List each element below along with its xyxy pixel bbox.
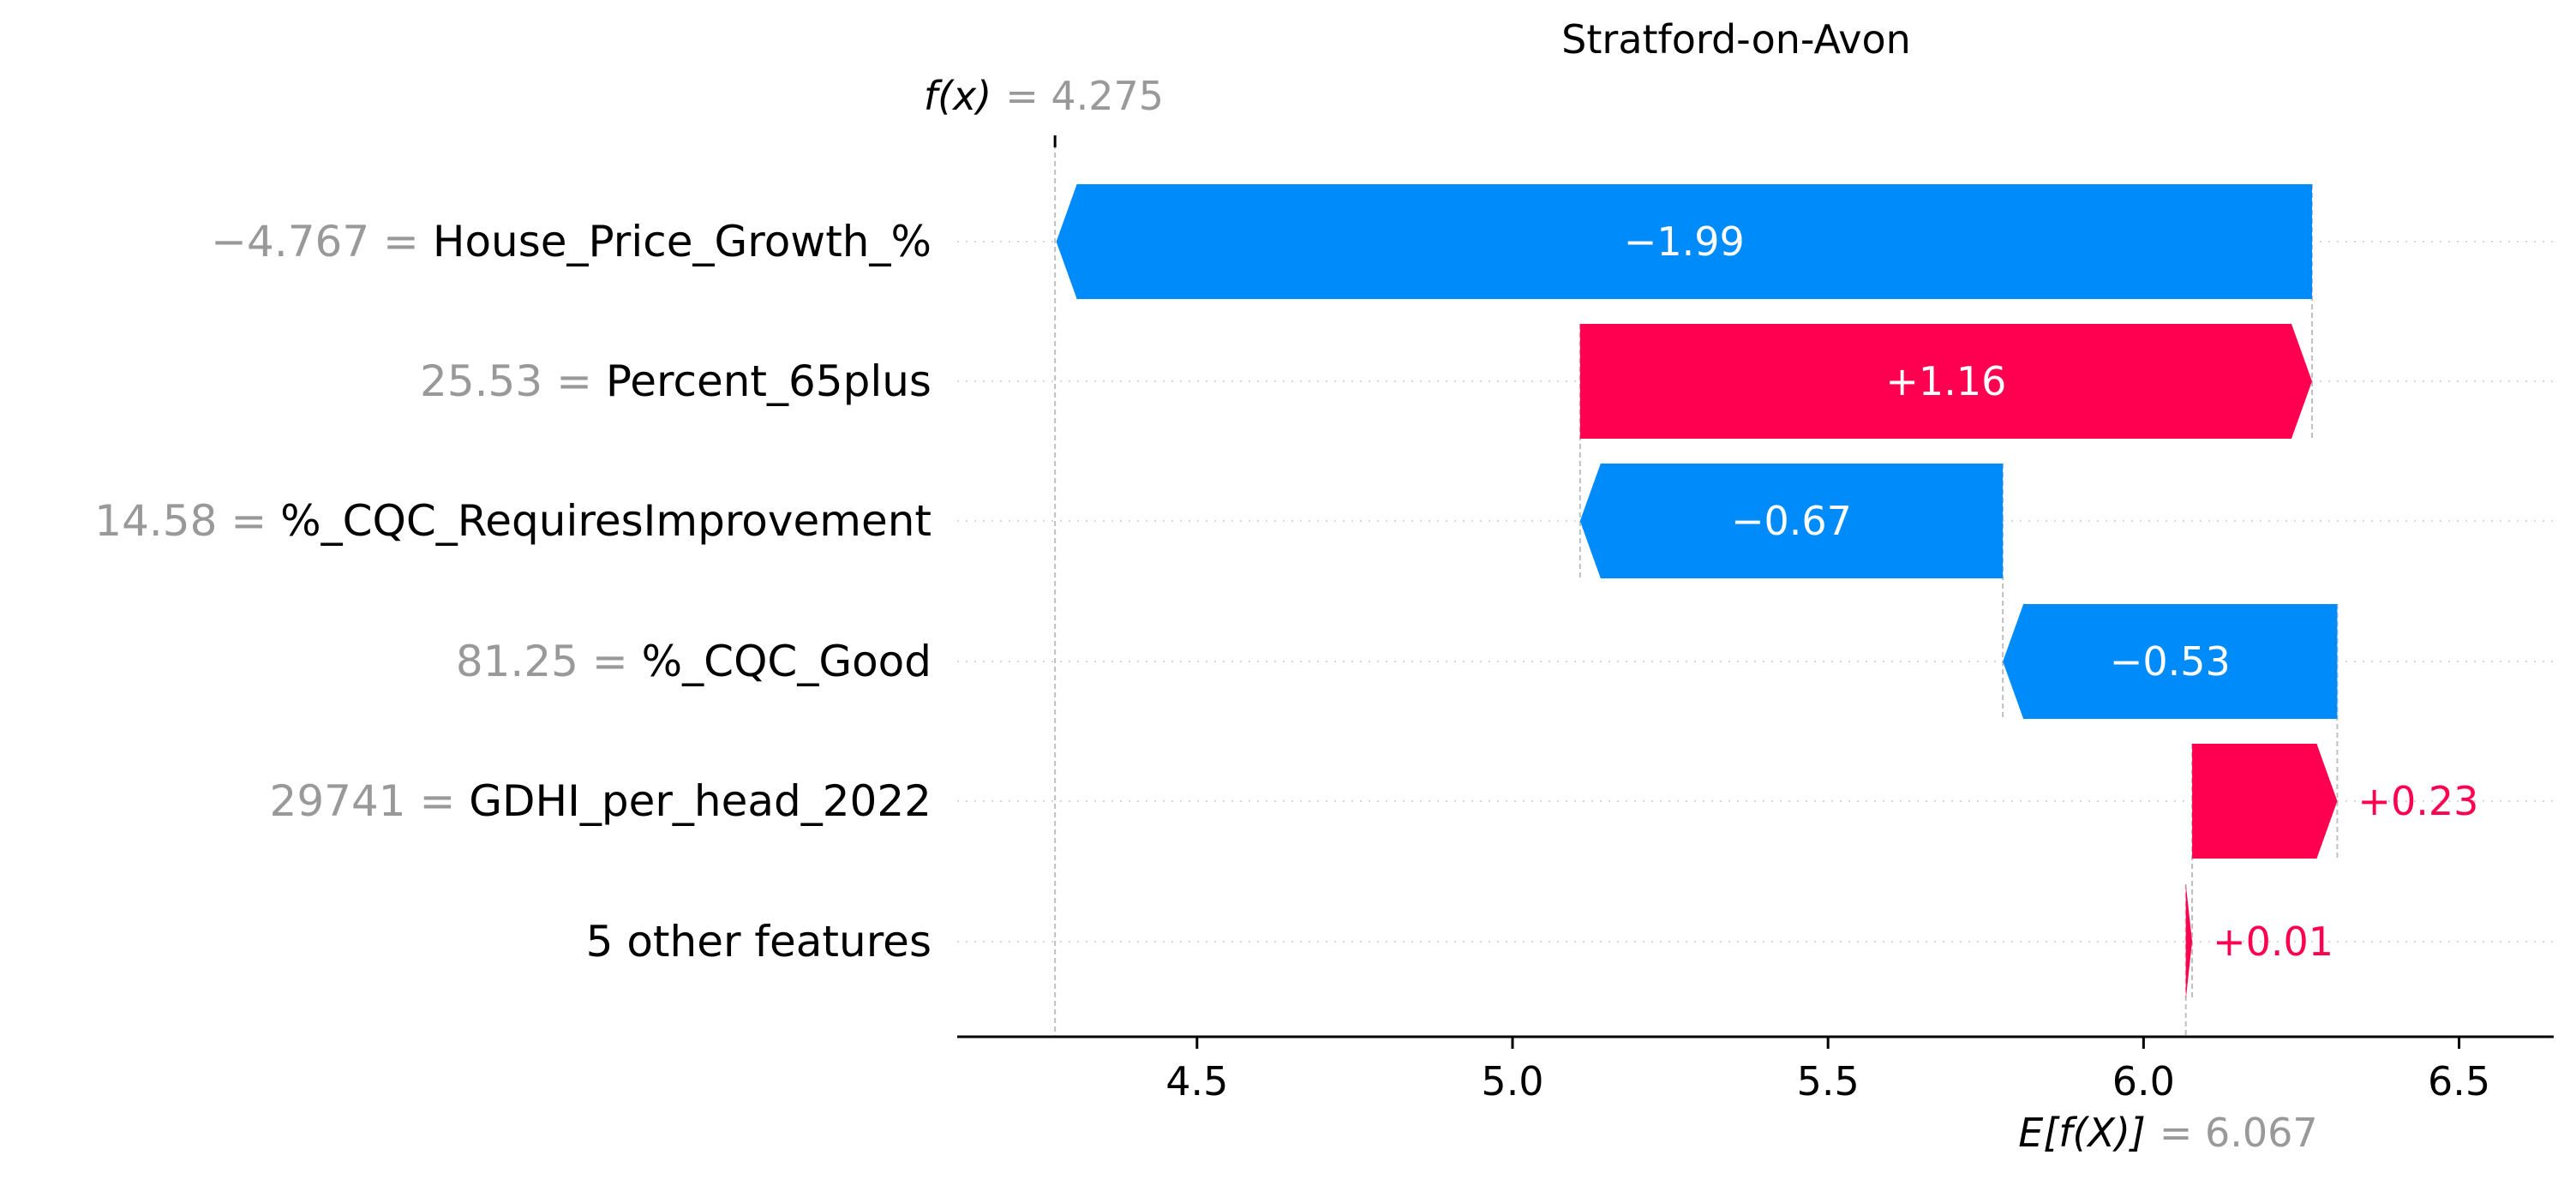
feature-name: House_Price_Growth_% bbox=[433, 217, 932, 266]
fx-value: = 4.275 bbox=[1005, 73, 1164, 119]
bar-value-label: −1.99 bbox=[1624, 218, 1745, 265]
fx-annotation: f(x) = 4.275 bbox=[924, 73, 1164, 119]
base-value: = 6.067 bbox=[2160, 1110, 2318, 1156]
feature-label: 81.25 = %_CQC_Good bbox=[456, 637, 932, 686]
bar-value-label: +0.01 bbox=[2213, 919, 2333, 965]
waterfall-bar bbox=[2003, 604, 2338, 719]
feature-label: 25.53 = Percent_65plus bbox=[420, 356, 932, 406]
bar-value-label: +0.23 bbox=[2357, 778, 2478, 824]
feature-name: %_CQC_Good bbox=[642, 637, 932, 686]
reference-lines bbox=[1053, 135, 2339, 1037]
feature-value: 25.53 = bbox=[420, 356, 606, 406]
bar-value-label: +1.16 bbox=[1885, 358, 2006, 404]
x-tick-label: 6.5 bbox=[2428, 1058, 2490, 1104]
feature-label: 5 other features bbox=[586, 917, 932, 967]
waterfall-bar bbox=[1579, 464, 2004, 578]
waterfall-bar bbox=[2185, 884, 2193, 999]
svg-text:f(x) = 4.275: f(x) = 4.275 bbox=[924, 73, 1164, 119]
base-label: E[f(X)] bbox=[2018, 1110, 2146, 1156]
x-tick-label: 5.5 bbox=[1797, 1058, 1860, 1104]
bars: −1.99 +1.16 −0.67 −0.53 +0.23 +0.01 bbox=[1056, 184, 2478, 999]
feature-name: GDHI_per_head_2022 bbox=[469, 776, 932, 826]
x-tick-label: 6.0 bbox=[2112, 1058, 2175, 1104]
chart-title: Stratford-on-Avon bbox=[1561, 16, 1911, 63]
feature-value: 81.25 = bbox=[456, 637, 642, 686]
waterfall-bar bbox=[1579, 324, 2312, 439]
feature-name: 5 other features bbox=[586, 917, 932, 967]
feature-value: 29741 = bbox=[270, 776, 470, 826]
fx-label: f(x) bbox=[924, 73, 991, 119]
feature-label: −4.767 = House_Price_Growth_% bbox=[211, 217, 932, 266]
bar-value-label: −0.67 bbox=[1731, 498, 1852, 544]
feature-value: 14.58 = bbox=[94, 496, 280, 546]
feature-name: %_CQC_RequiresImprovement bbox=[280, 496, 932, 546]
x-axis: 4.5 5.0 5.5 6.0 6.5 bbox=[957, 1035, 2554, 1104]
bar-value-label: −0.53 bbox=[2110, 638, 2231, 685]
waterfall-bar bbox=[2192, 744, 2338, 859]
x-tick-label: 5.0 bbox=[1481, 1058, 1543, 1104]
base-value-annotation: E[f(X)] = 6.067 bbox=[2018, 1110, 2317, 1156]
x-tick-label: 4.5 bbox=[1165, 1058, 1228, 1104]
svg-text:E[f(X)] = 6.067: E[f(X)] = 6.067 bbox=[2018, 1110, 2317, 1156]
feature-labels: −4.767 = House_Price_Growth_% 25.53 = Per… bbox=[94, 217, 932, 967]
feature-value: −4.767 = bbox=[211, 217, 433, 266]
feature-name: Percent_65plus bbox=[606, 356, 932, 406]
feature-label: 14.58 = %_CQC_RequiresImprovement bbox=[94, 496, 932, 546]
feature-label: 29741 = GDHI_per_head_2022 bbox=[270, 776, 932, 826]
waterfall-bar bbox=[1056, 184, 2312, 299]
